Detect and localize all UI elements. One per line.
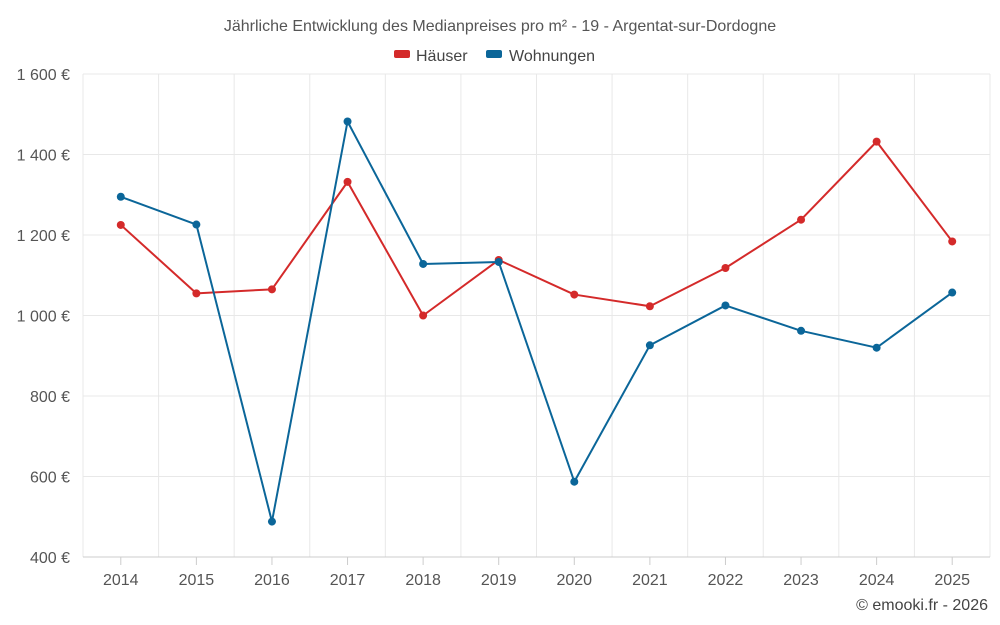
y-tick-label: 400 € [30,550,70,567]
data-point-haeuser-2021[interactable] [645,302,654,311]
data-point-wohnungen-2014[interactable] [116,192,125,201]
legend-swatch-haeuser [394,50,410,58]
y-tick-label: 1 000 € [17,309,70,326]
chart-title: Jährliche Entwicklung des Medianpreises … [224,18,776,35]
data-point-wohnungen-2021[interactable] [645,341,654,350]
y-tick-label: 1 600 € [17,67,70,84]
data-point-haeuser-2024[interactable] [872,137,881,146]
series-line-haeuser [120,140,954,317]
legend-swatch-wohnungen [486,50,502,58]
data-point-wohnungen-2016[interactable] [267,517,276,526]
data-point-wohnungen-2019[interactable] [494,257,503,266]
data-point-wohnungen-2020[interactable] [570,477,579,486]
data-point-wohnungen-2017[interactable] [343,117,352,126]
axes: 400 € 600 € 800 € 1 000 € 1 200 € 1 400 € 1 60… [17,67,990,589]
data-point-wohnungen-2018[interactable] [419,259,428,268]
data-point-wohnungen-2024[interactable] [872,343,881,352]
x-tick-label: 2016 [254,572,290,589]
data-point-wohnungen-2022[interactable] [721,301,730,310]
credit: © emooki.fr - 2026 [856,597,988,614]
x-tick-label: 2015 [179,572,215,589]
grid [82,73,991,558]
legend-item-haeuser[interactable]: Häuser [394,48,468,65]
data-point-haeuser-2023[interactable] [797,215,806,224]
data-point-haeuser-2017[interactable] [343,177,352,186]
x-tick-label: 2025 [934,572,970,589]
legend-label-haeuser: Häuser [416,48,468,65]
x-tick-label: 2022 [708,572,744,589]
data-point-haeuser-2020[interactable] [570,290,579,299]
data-point-wohnungen-2025[interactable] [948,288,957,297]
x-tick-label: 2018 [405,572,441,589]
y-tick-label: 600 € [30,470,70,487]
y-tick-label: 1 200 € [17,228,70,245]
legend-label-wohnungen: Wohnungen [509,48,595,65]
series-line-wohnungen [120,120,953,523]
data-point-haeuser-2022[interactable] [721,264,730,273]
x-tick-label: 2019 [481,572,517,589]
data-point-haeuser-2018[interactable] [419,311,428,320]
data-point-wohnungen-2023[interactable] [797,326,806,335]
x-tick-label: 2014 [103,572,139,589]
data-point-haeuser-2015[interactable] [192,289,201,298]
y-tick-label: 800 € [30,389,70,406]
data-point-haeuser-2016[interactable] [267,285,276,294]
data-point-haeuser-2014[interactable] [116,220,125,229]
plot-area [116,117,957,526]
y-tick-label: 1 400 € [17,148,70,165]
legend-item-wohnungen[interactable]: Wohnungen [486,48,595,65]
data-point-wohnungen-2015[interactable] [192,220,201,229]
x-tick-label: 2021 [632,572,668,589]
x-tick-label: 2017 [330,572,366,589]
data-point-haeuser-2025[interactable] [948,237,957,246]
x-tick-label: 2024 [859,572,895,589]
x-tick-label: 2020 [556,572,592,589]
x-tick-label: 2023 [783,572,819,589]
legend: Häuser Wohnungen [394,48,595,65]
